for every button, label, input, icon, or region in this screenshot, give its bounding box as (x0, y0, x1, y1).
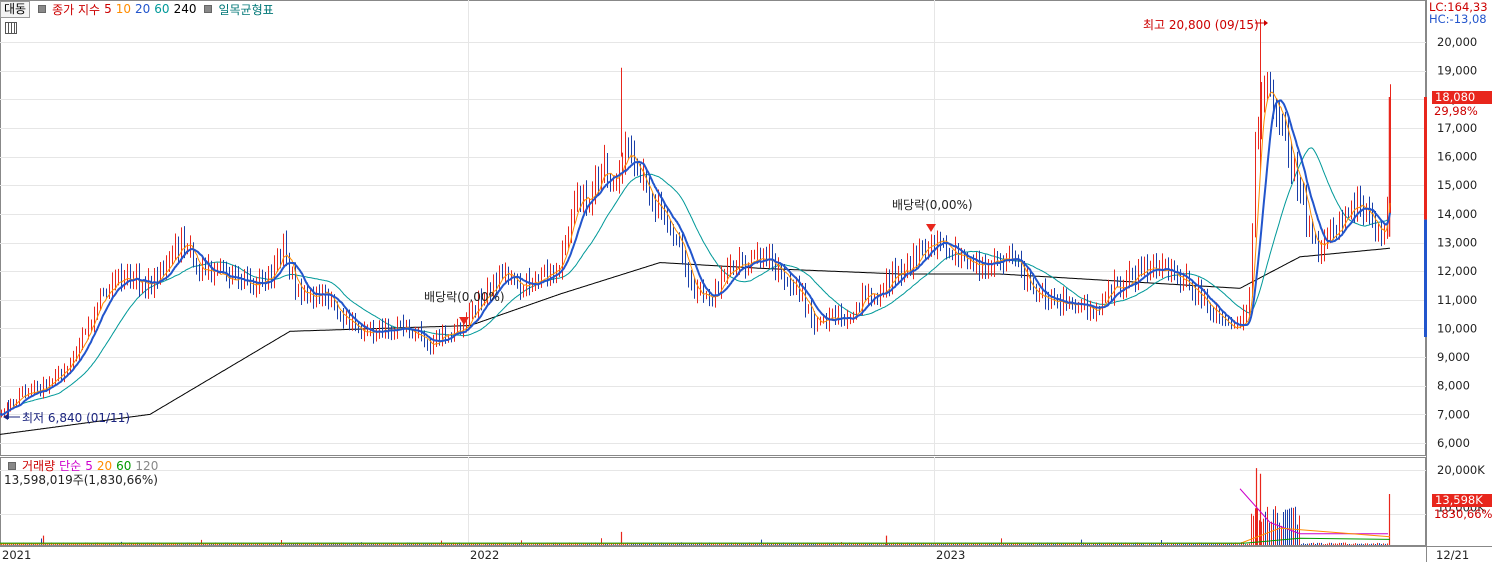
current-price-badge: 18,080 (1432, 91, 1492, 104)
y-tick-label: 16,000 (1437, 150, 1477, 164)
vol-ma120-label[interactable]: 120 (135, 458, 159, 473)
price-panel-frame (0, 0, 1426, 456)
volume-ma5-path (1239, 488, 1388, 535)
vol-ma5-label[interactable]: 5 (85, 458, 93, 473)
chart-header: 대동 종가 지수 5 10 20 60 240 일목균형표 (0, 0, 274, 18)
x-tick-label: 2023 (936, 548, 965, 562)
ichimoku-toggle-icon[interactable] (204, 5, 213, 13)
volume-toggle-icon[interactable] (8, 461, 16, 470)
x-tick-label: 2021 (2, 548, 31, 562)
hc-readout: HC:-13,08 (1429, 12, 1487, 26)
current-pct-label: 29,98% (1434, 104, 1478, 118)
dividend-marker-2 (926, 224, 936, 232)
y-tick-label: 17,000 (1437, 121, 1477, 135)
volume-bars (0, 468, 1391, 545)
x-tick-label: 12/21 (1436, 548, 1469, 562)
y-tick-label: 13,000 (1437, 236, 1477, 250)
y-tick-label: 8,000 (1437, 379, 1470, 393)
table-icon[interactable] (5, 22, 17, 34)
ma20-label[interactable]: 20 (135, 2, 151, 16)
y-tick-label: 7,000 (1437, 407, 1470, 421)
stock-name-button[interactable]: 대동 (0, 0, 31, 18)
y-tick-label: 15,000 (1437, 178, 1477, 192)
lc-readout: LC:164,33 (1429, 0, 1488, 14)
volume-panel-frame (0, 457, 1426, 546)
volume-title[interactable]: 거래량 (22, 459, 56, 473)
ma20-path (0, 99, 1391, 417)
y-tick-label: 19,000 (1437, 64, 1477, 78)
vol-ma20-label[interactable]: 20 (96, 458, 113, 473)
low-annotation: 최저 6,840 (01/11) (22, 411, 131, 425)
y-tick-label: 10,000 (1437, 321, 1477, 335)
x-tick-label: 2022 (470, 548, 499, 562)
y-tick-label: 14,000 (1437, 207, 1477, 221)
axes: 6,000 7,000 8,000 9,000 10,000 11,000 12,000 13… (0, 35, 1492, 562)
ma20-line (0, 99, 1391, 417)
volume-pct-label: 1830,66% (1434, 507, 1492, 521)
volume-mode[interactable]: 단순 (59, 459, 82, 473)
volume-tick-label: 20,000K (1437, 463, 1485, 477)
ma240-label[interactable]: 240 (173, 2, 197, 16)
low-arrowhead (3, 414, 8, 420)
ichimoku-label[interactable]: 일목균형표 (218, 2, 274, 17)
volume-header: 거래량 단순 5 20 60 120 (4, 457, 158, 474)
volume-ma20-path (0, 527, 1391, 545)
y-tick-label: 9,000 (1437, 350, 1470, 364)
annotations (3, 20, 1427, 420)
ma60-line (0, 147, 1391, 416)
y-tick-label: 11,000 (1437, 293, 1477, 307)
ma60-path (0, 147, 1391, 416)
y-tick-label: 6,000 (1437, 436, 1470, 450)
dividend-annotation-1: 배당락(0,00%) (424, 290, 505, 304)
volume-value: 13,598,019주(1,830,66%) (4, 473, 158, 487)
ma60-label[interactable]: 60 (154, 2, 170, 16)
high-arrowhead (1264, 20, 1268, 26)
indicator-toggle-icon[interactable] (38, 5, 47, 13)
close-index-label[interactable]: 종가 지수 (52, 2, 101, 17)
y-tick-label: 20,000 (1437, 35, 1477, 49)
volume-ma60-path (0, 537, 1391, 544)
ma10-label[interactable]: 10 (115, 2, 131, 16)
ma5-label[interactable]: 5 (104, 2, 112, 16)
current-volume-badge: 13,598K (1432, 494, 1492, 507)
dividend-marker-1 (459, 317, 469, 325)
vol-ma60-label[interactable]: 60 (116, 458, 132, 473)
axis-background (1426, 0, 1492, 562)
y-tick-label: 12,000 (1437, 264, 1477, 278)
dividend-annotation-2: 배당락(0,00%) (892, 198, 973, 212)
high-annotation: 최고 20,800 (09/15) (1143, 18, 1259, 32)
